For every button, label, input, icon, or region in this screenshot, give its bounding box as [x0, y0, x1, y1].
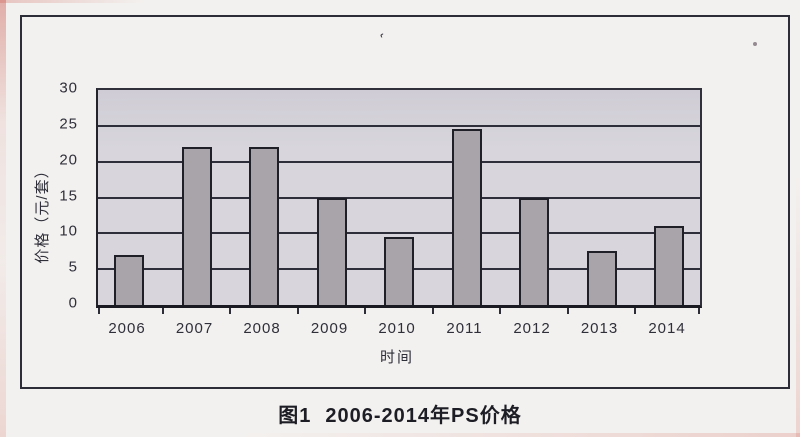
x-axis-tick	[499, 308, 502, 314]
x-axis-labels: 2006 2007 2008 2009 2010 2011 2012 2013 2014	[96, 320, 698, 340]
bar-2008	[249, 147, 279, 305]
bar-2014	[654, 226, 684, 305]
ink-mark: ‹	[378, 29, 385, 42]
scan-dot	[753, 42, 757, 46]
bar-2013	[586, 251, 617, 305]
bar-2011	[451, 129, 482, 305]
y-tick-label: 15	[59, 187, 78, 204]
x-axis-tick	[431, 308, 434, 314]
x-axis-tick	[364, 308, 367, 314]
x-axis-tick	[698, 308, 700, 314]
x-tick-label: 2013	[580, 320, 619, 337]
figure-frame: ‹	[20, 15, 790, 389]
x-tick-label: 2008	[243, 320, 281, 337]
bar-2009	[316, 197, 347, 305]
bar-2006	[114, 254, 144, 305]
x-tick-label: 2009	[310, 320, 349, 337]
x-axis-title: 时间	[379, 349, 414, 366]
x-axis-tick	[229, 308, 232, 314]
caption-text: 2006-2014年PS价格	[325, 405, 522, 427]
grid-line	[98, 196, 700, 199]
x-tick-label: 2006	[108, 320, 146, 337]
figure-caption: 图1 2006-2014年PS价格	[0, 399, 800, 428]
x-axis-tick	[566, 308, 569, 314]
plot-area	[96, 88, 702, 314]
caption-number: 图1	[278, 405, 312, 427]
x-axis-tick	[634, 308, 637, 314]
scan-edge-top	[0, 0, 800, 3]
y-tick-label: 25	[59, 115, 78, 133]
x-tick-label: 2014	[648, 320, 686, 337]
bar-2010	[384, 236, 414, 305]
x-tick-label: 2007	[175, 320, 214, 337]
bar-2012	[519, 197, 549, 305]
x-tick-label: 2012	[513, 320, 551, 337]
y-tick-label: 0	[68, 294, 78, 312]
y-axis-labels: 0 5 10 15 20 25 30	[0, 80, 88, 312]
grid-line	[98, 124, 700, 127]
x-tick-label: 2010	[378, 320, 416, 337]
bar-2007	[181, 147, 212, 305]
y-tick-label: 30	[59, 79, 78, 97]
x-tick-label: 2011	[446, 320, 483, 337]
x-axis-tick	[98, 308, 100, 314]
scan-edge-right	[796, 0, 800, 437]
y-tick-label: 20	[59, 151, 78, 169]
y-tick-label: 10	[59, 222, 78, 240]
x-axis-tick	[296, 308, 299, 314]
x-axis-tick	[161, 308, 164, 314]
grid-line	[98, 232, 700, 235]
scan-edge-bottom	[0, 433, 800, 437]
grid-line	[98, 160, 700, 163]
y-tick-label: 5	[68, 258, 78, 276]
